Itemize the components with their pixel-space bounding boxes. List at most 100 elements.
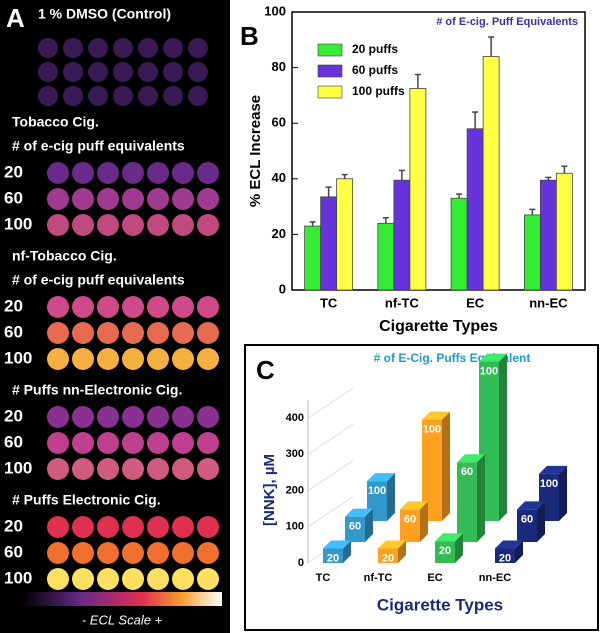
sample-dot (172, 162, 194, 184)
y-tick-label: 80 (272, 59, 286, 74)
y-axis-label: [NNK], µM (261, 454, 278, 526)
sample-dot (147, 516, 169, 538)
sample-dot (197, 568, 219, 590)
sample-dot (97, 458, 119, 480)
sample-dot (122, 348, 144, 370)
row-label: 100 (4, 214, 32, 233)
y-tick-label: 100 (264, 3, 286, 18)
bar-series-label: 60 (404, 513, 416, 525)
sample-dot (197, 542, 219, 564)
sample-dot (97, 542, 119, 564)
section-title: # Puffs nn-Electronic Cig. (12, 382, 182, 398)
control-dot (188, 62, 208, 82)
bar-top (457, 454, 485, 463)
section-title: # of e-cig puff equivalents (12, 138, 185, 154)
panel-c-border (244, 344, 599, 631)
sample-dot (172, 568, 194, 590)
sample-dot (72, 322, 94, 344)
y-axis-label: % ECL Increase (247, 95, 264, 207)
control-dot (63, 38, 83, 58)
sample-dot (172, 516, 194, 538)
sample-dot (122, 406, 144, 428)
sample-dot (47, 568, 69, 590)
sample-dot (122, 188, 144, 210)
sample-dot (147, 322, 169, 344)
control-dot (38, 86, 58, 106)
bar-side (515, 540, 523, 563)
bar-series-label: 60 (349, 521, 361, 533)
sample-dot (172, 458, 194, 480)
bar-series-label: 20 (327, 552, 339, 564)
panel-label: B (240, 21, 259, 51)
panel-label: A (6, 3, 25, 33)
control-dot (138, 86, 158, 106)
scale-label: - ECL Scale + (82, 612, 163, 627)
x-axis-label: Cigarette Types (379, 318, 498, 335)
sample-dot (172, 432, 194, 454)
bar-top (539, 465, 567, 474)
sample-dot (197, 348, 219, 370)
bar-front (345, 516, 365, 542)
sample-dot (172, 214, 194, 236)
y-tick-label: 40 (272, 170, 286, 185)
y-tick-label: 0 (298, 557, 304, 569)
row-label: 60 (4, 432, 23, 451)
sample-dot (122, 516, 144, 538)
bar-side (387, 473, 395, 521)
bar-side (442, 411, 450, 521)
bar-side (343, 540, 351, 563)
bar (304, 225, 322, 291)
control-dot (88, 62, 108, 82)
sample-dot (197, 516, 219, 538)
sample-dot (97, 214, 119, 236)
sample-dot (147, 214, 169, 236)
bar-series-label: 100 (368, 485, 386, 497)
sample-dot (197, 214, 219, 236)
sample-dot (97, 432, 119, 454)
y-tick-label: 400 (286, 412, 304, 424)
bar-top (378, 540, 406, 549)
x-tick-label: nn-EC (479, 572, 511, 584)
sample-dot (147, 348, 169, 370)
bar-series-label: 20 (499, 552, 511, 564)
control-dot (163, 86, 183, 106)
x-axis-label: Cigarette Types (377, 595, 503, 614)
bar-side (420, 501, 428, 542)
ecl-scale-bar (22, 592, 222, 606)
bar (539, 179, 557, 291)
sample-dot (197, 188, 219, 210)
y-tick-label: 300 (286, 448, 304, 460)
legend-label: 20 puffs (352, 42, 398, 56)
sample-dot (97, 516, 119, 538)
section-title: Tobacco Cig. (12, 114, 99, 130)
bar (482, 56, 500, 291)
sample-dot (97, 568, 119, 590)
bar-top (323, 540, 351, 549)
sample-dot (72, 542, 94, 564)
bar (377, 222, 395, 291)
y-tick-label: 60 (272, 115, 286, 130)
sample-dot (122, 568, 144, 590)
bar-front (400, 509, 420, 542)
bar-series-label: 100 (540, 478, 558, 490)
sample-dot (147, 542, 169, 564)
control-dot (113, 86, 133, 106)
control-dot (38, 38, 58, 58)
bar-front (378, 548, 398, 563)
sample-dot (172, 542, 194, 564)
sample-dot (197, 406, 219, 428)
row-label: 20 (4, 516, 23, 535)
sample-dot (47, 188, 69, 210)
bar (466, 128, 484, 291)
sample-dot (72, 348, 94, 370)
control-dot (188, 38, 208, 58)
bar-series-label: 100 (423, 423, 441, 435)
bar-side (499, 353, 507, 521)
sample-dot (147, 162, 169, 184)
sample-dot (122, 214, 144, 236)
y-tick-label: 200 (286, 484, 304, 496)
sample-dot (147, 296, 169, 318)
sample-dot (97, 348, 119, 370)
sample-dot (72, 568, 94, 590)
